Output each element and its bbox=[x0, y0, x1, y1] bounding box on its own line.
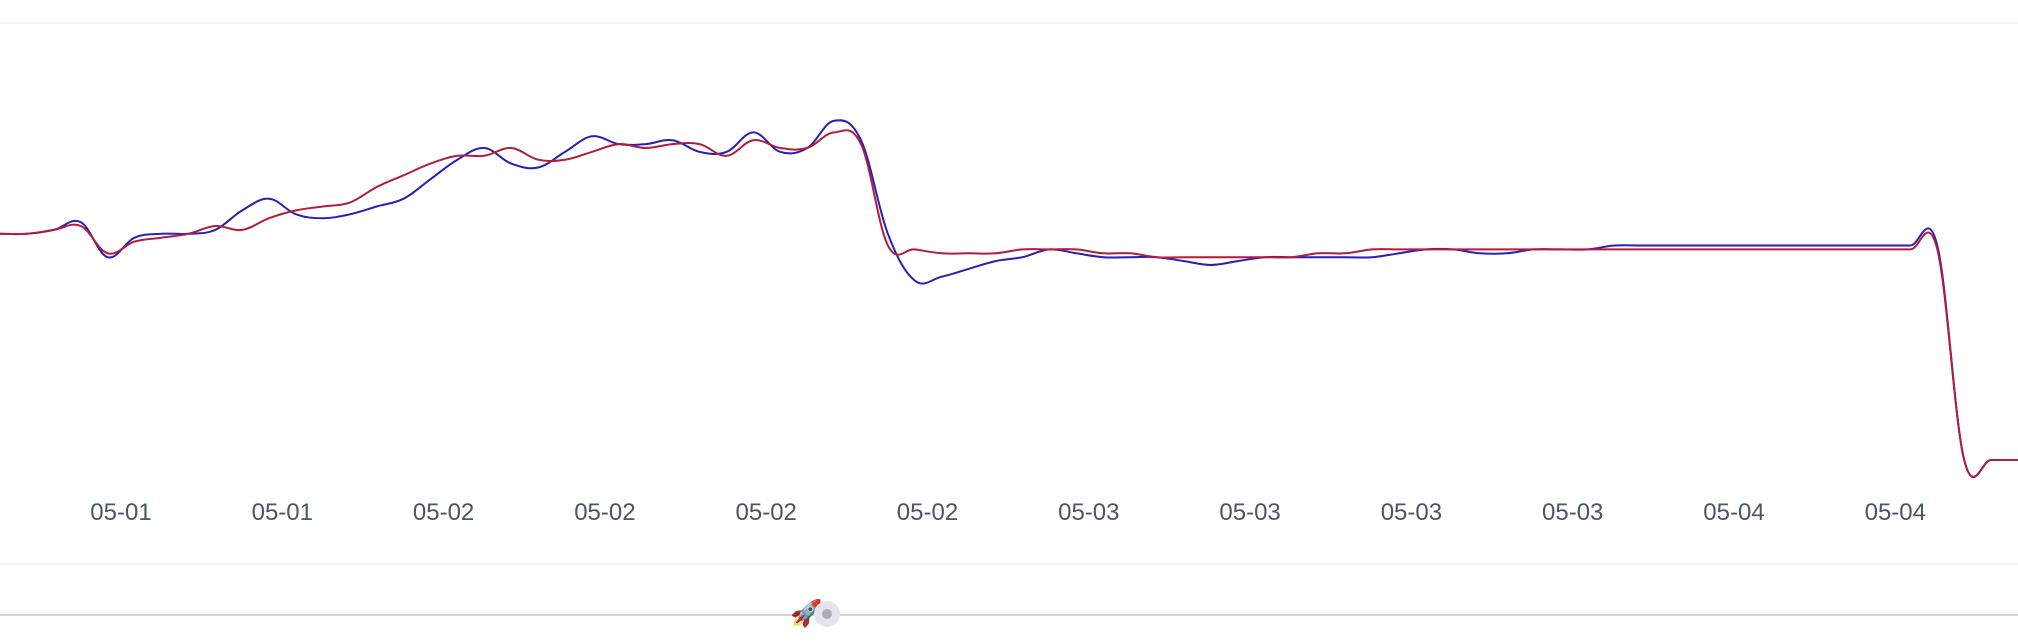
series-line-2 bbox=[0, 129, 2018, 478]
line-chart: 05-01 05-01 05-02 05-02 05-02 05-02 05-03 05-03… bbox=[0, 22, 2018, 565]
x-tick-label: 05-03 bbox=[1058, 499, 1119, 526]
series-line-1 bbox=[0, 119, 2018, 479]
time-range-slider[interactable]: 🚀 bbox=[0, 590, 2018, 644]
chart-card: 05-01 05-01 05-02 05-02 05-02 05-02 05-03 05-03… bbox=[0, 22, 2018, 565]
slider-track[interactable] bbox=[0, 614, 2018, 616]
x-tick-label: 05-01 bbox=[252, 499, 313, 526]
x-tick-label: 05-04 bbox=[1865, 499, 1926, 526]
x-tick-label: 05-04 bbox=[1703, 499, 1764, 526]
series-layer bbox=[0, 119, 2018, 479]
x-tick-label: 05-02 bbox=[897, 499, 958, 526]
x-tick-label: 05-03 bbox=[1542, 499, 1603, 526]
x-tick-label: 05-02 bbox=[413, 499, 474, 526]
x-tick-label: 05-03 bbox=[1381, 499, 1442, 526]
x-tick-label: 05-01 bbox=[90, 499, 151, 526]
x-tick-label: 05-02 bbox=[574, 499, 635, 526]
x-axis-ticks: 05-01 05-01 05-02 05-02 05-02 05-02 05-03 05-03… bbox=[90, 499, 1926, 526]
slider-handle[interactable] bbox=[814, 601, 841, 627]
x-tick-label: 05-03 bbox=[1219, 499, 1280, 526]
x-tick-label: 05-02 bbox=[736, 499, 797, 526]
